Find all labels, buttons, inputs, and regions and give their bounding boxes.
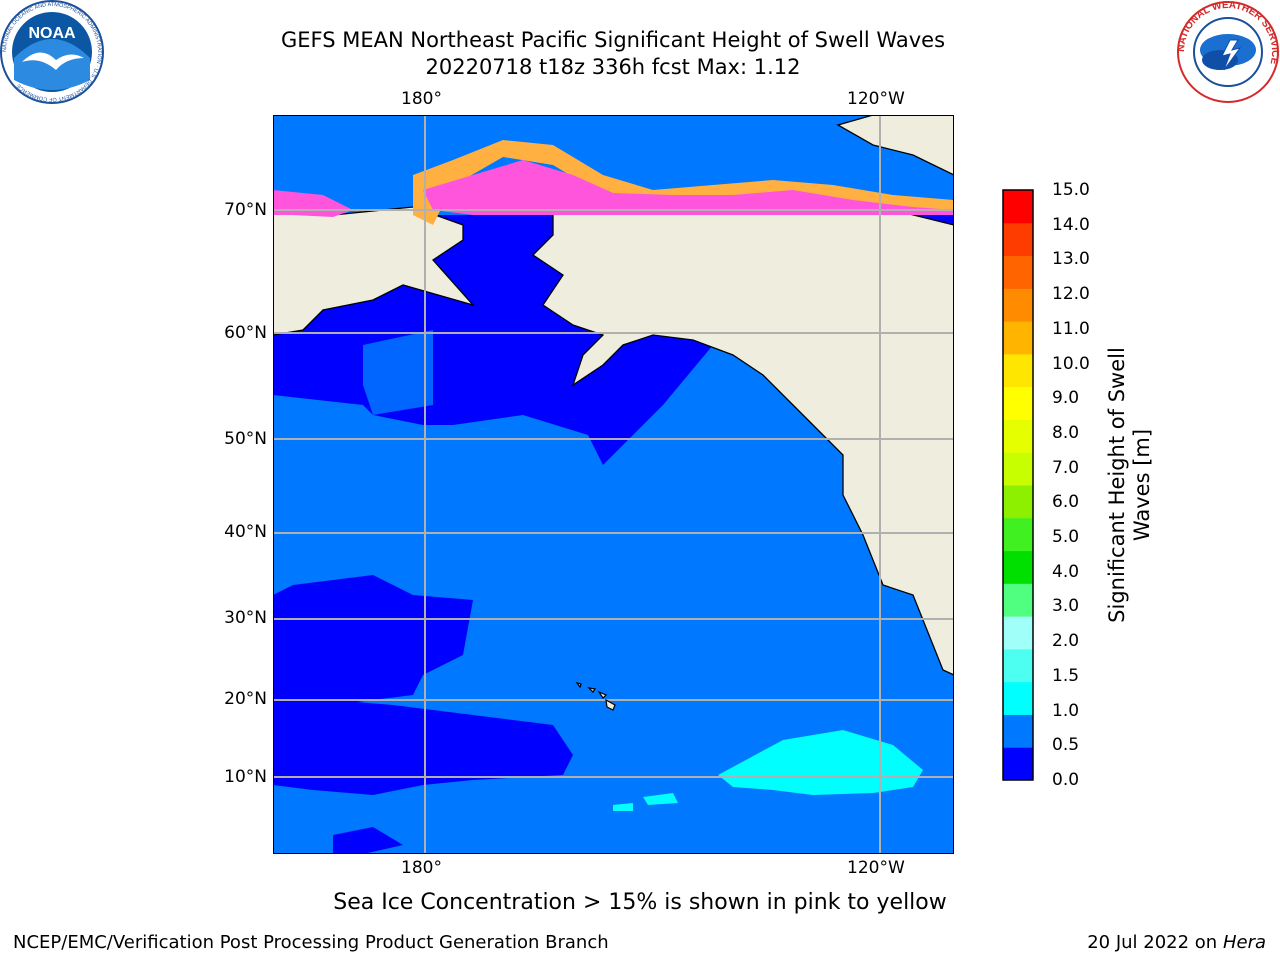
colorbar-segment <box>1003 222 1033 257</box>
colorbar-tick-label: 9.0 <box>1052 388 1080 409</box>
lat-label-20n: 20°N <box>224 689 267 709</box>
noaa-text: NOAA <box>28 25 76 42</box>
lat-label-70n: 70°N <box>224 200 267 220</box>
lat-label-40n: 40°N <box>224 522 267 542</box>
footer-credit: NCEP/EMC/Verification Post Processing Pr… <box>13 932 609 953</box>
lat-label-10n: 10°N <box>224 767 267 787</box>
noaa-logo: NOAA NATIONAL OCEANIC AND ATMOSPHERIC AD… <box>0 0 104 104</box>
colorbar-segment <box>1003 419 1033 453</box>
colorbar-segment <box>1003 255 1033 289</box>
colorbar-tick-label: 15.0 <box>1052 180 1090 200</box>
colorbar-segment <box>1003 681 1033 715</box>
colorbar-tick-label: 13.0 <box>1052 249 1090 270</box>
colorbar-segment <box>1003 288 1033 322</box>
colorbar-segment <box>1003 386 1033 420</box>
colorbar-tick-label: 7.0 <box>1052 457 1080 478</box>
land-masses <box>273 115 954 676</box>
sea-ice-note: Sea Ice Concentration > 15% is shown in … <box>333 890 947 915</box>
colorbar-segment <box>1003 321 1033 355</box>
lat-label-50n: 50°N <box>224 429 267 449</box>
map-gridlines <box>273 115 954 854</box>
map-subtitle: 20220718 t18z 336h fcst Max: 1.12 <box>425 55 801 79</box>
map-title: GEFS MEAN Northeast Pacific Significant … <box>280 28 946 52</box>
colorbar-tick-label: 14.0 <box>1052 214 1090 235</box>
colorbar-tick-label: 10.0 <box>1052 353 1090 374</box>
swell-height-map <box>273 115 954 854</box>
colorbar-segment <box>1003 353 1033 388</box>
footer-host: Hera <box>1222 932 1266 953</box>
lat-label-60n: 60°N <box>224 323 267 343</box>
ocean-1.0-1.5-regions <box>613 730 923 811</box>
colorbar-segment <box>1003 452 1033 486</box>
colorbar-tick-label: 3.0 <box>1052 596 1080 617</box>
colorbar-segment <box>1003 583 1033 617</box>
colorbar-segment <box>1003 616 1033 650</box>
colorbar-label: Significant Height of Swell Waves [m] <box>1105 347 1154 623</box>
colorbar-tick-label: 2.0 <box>1052 631 1080 652</box>
colorbar-tick-label: 8.0 <box>1052 422 1080 443</box>
nws-logo: NATIONAL WEATHER SERVICE <box>1176 0 1280 103</box>
colorbar-segment <box>1003 714 1033 748</box>
colorbar-tick-label: 1.0 <box>1052 700 1080 721</box>
colorbar-segment <box>1003 190 1033 224</box>
colorbar-segment <box>1003 485 1033 519</box>
colorbar-tick-label: 0.0 <box>1052 770 1080 790</box>
colorbar-tick-label: 4.0 <box>1052 561 1080 582</box>
hawaii-islands <box>575 682 616 711</box>
footer-date: 20 Jul 2022 on Hera <box>1087 932 1266 953</box>
lon-label-top-120w: 120°W <box>847 89 905 109</box>
colorbar-tick-label: 12.0 <box>1052 284 1090 305</box>
colorbar-segment <box>1003 517 1033 552</box>
footer-date-text: 20 Jul 2022 on <box>1087 932 1223 953</box>
colorbar-segment <box>1003 648 1033 683</box>
colorbar-tick-label: 0.5 <box>1052 735 1080 756</box>
colorbar-tick-label: 11.0 <box>1052 318 1090 339</box>
colorbar-tick-label: 1.5 <box>1052 665 1080 686</box>
colorbar-tick-label: 6.0 <box>1052 492 1080 513</box>
colorbar-segment <box>1003 550 1033 584</box>
lat-label-30n: 30°N <box>224 608 267 628</box>
colorbar <box>1002 189 1034 781</box>
lon-label-bottom-180: 180° <box>401 858 442 878</box>
lon-label-top-180: 180° <box>401 89 442 109</box>
colorbar-tick-label: 5.0 <box>1052 527 1080 548</box>
lon-label-bottom-120w: 120°W <box>847 858 905 878</box>
colorbar-segment <box>1003 747 1033 781</box>
